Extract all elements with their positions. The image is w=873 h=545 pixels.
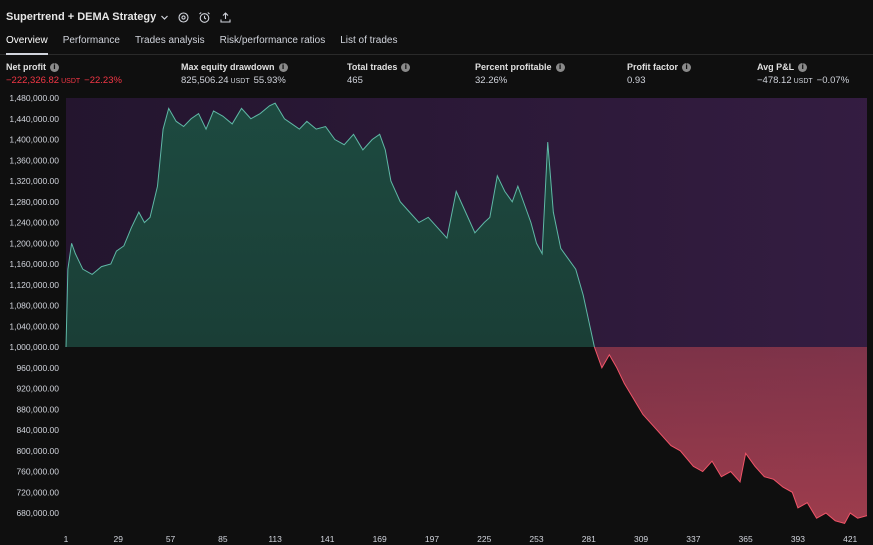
info-icon[interactable]: i	[278, 62, 288, 72]
y-tick-label: 1,160,000.00	[9, 259, 59, 269]
y-tick-label: 1,320,000.00	[9, 176, 59, 186]
x-tick-label: 393	[791, 534, 805, 544]
total-trades-value: 465	[347, 75, 363, 86]
y-tick-label: 1,400,000.00	[9, 135, 59, 145]
info-icon[interactable]: i	[50, 62, 59, 72]
metric-total-trades: Total trades i 465	[347, 60, 411, 86]
x-tick-label: 113	[268, 534, 282, 544]
metric-label: Avg P&L	[757, 62, 795, 72]
info-icon[interactable]: i	[682, 62, 692, 72]
x-tick-label: 337	[686, 534, 700, 544]
max-drawdown-unit: USDT	[230, 78, 250, 85]
y-tick-label: 1,440,000.00	[9, 114, 59, 124]
strategy-name[interactable]: Supertrend + DEMA Strategy	[6, 11, 157, 23]
metric-label: Total trades	[347, 62, 398, 72]
metric-profit-factor: Profit factor i 0.93	[627, 60, 692, 86]
tab-performance[interactable]: Performance	[62, 35, 120, 46]
x-tick-label: 197	[425, 534, 439, 544]
y-tick-label: 920,000.00	[16, 384, 59, 394]
max-drawdown-value: 825,506.24	[181, 75, 229, 86]
x-tick-label: 281	[582, 534, 596, 544]
x-tick-label: 421	[843, 534, 857, 544]
metric-label: Percent profitable	[475, 62, 552, 72]
export-icon[interactable]	[219, 11, 232, 24]
x-tick-label: 57	[166, 534, 176, 544]
chevron-down-icon[interactable]	[160, 13, 169, 22]
y-tick-label: 1,120,000.00	[9, 280, 59, 290]
x-tick-label: 85	[218, 534, 228, 544]
max-drawdown-percent: 55.93%	[253, 75, 286, 86]
avg-pnl-unit: USDT	[793, 78, 813, 85]
x-tick-label: 253	[529, 534, 543, 544]
x-tick-label: 141	[320, 534, 334, 544]
y-tick-label: 960,000.00	[16, 363, 59, 373]
net-profit-percent: −22.23%	[84, 75, 122, 86]
tab-overview[interactable]: Overview	[6, 34, 48, 55]
info-icon[interactable]: i	[555, 62, 565, 72]
tab-trades-analysis[interactable]: Trades analysis	[134, 35, 205, 46]
x-tick-label: 1	[64, 534, 69, 544]
y-tick-label: 1,480,000.00	[9, 93, 59, 103]
summary-metrics: Net profit i −222,326.82 USDT −22.23% Max e…	[0, 60, 873, 90]
info-icon[interactable]: i	[798, 62, 808, 72]
y-tick-label: 720,000.00	[16, 487, 59, 497]
equity-chart-svg: 1,480,000.00 1,440,000.00 1,400,000.00 1,36…	[9, 93, 868, 544]
y-tick-label: 840,000.00	[16, 425, 59, 435]
y-tick-label: 1,280,000.00	[9, 197, 59, 207]
x-tick-label: 225	[477, 534, 491, 544]
y-tick-label: 1,080,000.00	[9, 301, 59, 311]
equity-line-loss	[66, 347, 868, 524]
avg-pnl-value: −478.12	[757, 75, 792, 86]
equity-profit-area	[66, 103, 867, 348]
equity-loss-area	[594, 347, 867, 524]
info-icon[interactable]: i	[401, 62, 411, 72]
strategy-header: Supertrend + DEMA Strategy	[0, 0, 873, 34]
y-tick-label: 760,000.00	[16, 467, 59, 477]
x-tick-label: 169	[373, 534, 387, 544]
metric-label: Max equity drawdown	[181, 62, 275, 72]
equity-line-profit	[65, 102, 595, 348]
avg-pnl-percent: −0.07%	[816, 75, 850, 86]
y-tick-label: 1,200,000.00	[9, 238, 59, 248]
profit-factor-value: 0.93	[627, 75, 646, 86]
alarm-clock-icon[interactable]	[198, 11, 211, 24]
y-tick-label: 880,000.00	[16, 404, 59, 414]
y-tick-label: 800,000.00	[16, 446, 59, 456]
tab-risk-performance-ratios[interactable]: Risk/performance ratios	[219, 35, 326, 46]
y-tick-label: 1,000,000.00	[9, 342, 59, 352]
tab-list-of-trades[interactable]: List of trades	[340, 35, 398, 46]
net-profit-value: −222,326.82	[6, 75, 60, 86]
y-tick-label: 1,360,000.00	[9, 155, 59, 165]
metric-avg-pnl: Avg P&L i −478.12 USDT −0.07%	[757, 60, 849, 86]
metric-net-profit: Net profit i −222,326.82 USDT −22.23%	[6, 60, 122, 86]
y-tick-label: 1,240,000.00	[9, 218, 59, 228]
x-tick-label: 309	[634, 534, 648, 544]
settings-icon[interactable]	[177, 11, 190, 24]
report-tabs: Overview Performance Trades analysis Ris…	[0, 34, 873, 55]
y-tick-label: 1,040,000.00	[9, 321, 59, 331]
x-tick-label: 365	[739, 534, 753, 544]
metric-percent-profitable: Percent profitable i 32.26%	[475, 60, 565, 86]
equity-chart[interactable]: 1,480,000.00 1,440,000.00 1,400,000.00 1,36…	[0, 90, 873, 545]
metric-max-drawdown: Max equity drawdown i 825,506.24 USDT 55.93…	[181, 60, 288, 86]
percent-profitable-value: 32.26%	[475, 75, 508, 86]
x-tick-label: 29	[114, 534, 124, 544]
y-tick-label: 680,000.00	[16, 508, 59, 518]
net-profit-unit: USDT	[61, 78, 81, 85]
metric-label: Profit factor	[627, 62, 679, 72]
metric-label: Net profit	[6, 62, 46, 72]
